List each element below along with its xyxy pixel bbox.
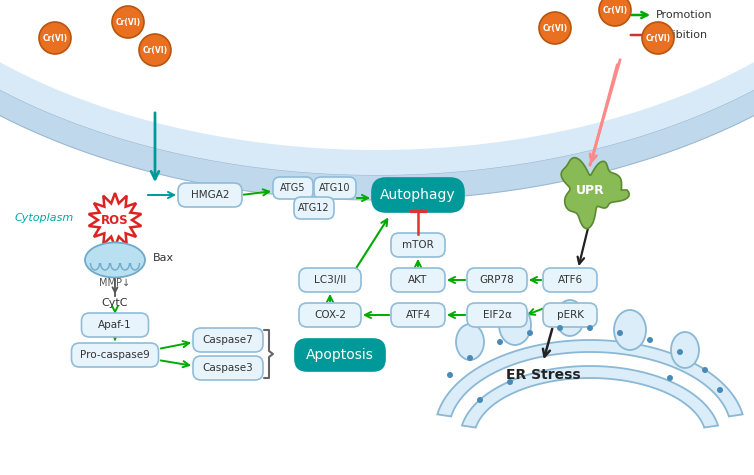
- FancyBboxPatch shape: [178, 183, 242, 207]
- Circle shape: [527, 330, 533, 336]
- Text: COX-2: COX-2: [314, 310, 346, 320]
- Ellipse shape: [671, 332, 699, 368]
- Text: Cr(VI): Cr(VI): [602, 6, 627, 15]
- Circle shape: [539, 12, 571, 44]
- Text: ROS: ROS: [101, 213, 129, 227]
- Circle shape: [497, 339, 503, 345]
- FancyBboxPatch shape: [543, 303, 597, 327]
- Ellipse shape: [556, 300, 584, 336]
- Text: MMP↓: MMP↓: [100, 278, 130, 288]
- Circle shape: [507, 379, 513, 385]
- Circle shape: [447, 372, 453, 378]
- FancyBboxPatch shape: [299, 268, 361, 292]
- FancyBboxPatch shape: [193, 356, 263, 380]
- Text: EIF2α: EIF2α: [483, 310, 511, 320]
- Text: Autophagy: Autophagy: [380, 188, 456, 202]
- Text: GRP78: GRP78: [480, 275, 514, 285]
- Ellipse shape: [614, 310, 646, 350]
- Text: Caspase3: Caspase3: [203, 363, 253, 373]
- FancyBboxPatch shape: [299, 303, 361, 327]
- Circle shape: [677, 349, 683, 355]
- Text: UPR: UPR: [575, 183, 605, 197]
- Text: ATG5: ATG5: [280, 183, 306, 193]
- FancyBboxPatch shape: [294, 197, 334, 219]
- Text: CytC: CytC: [102, 298, 128, 308]
- Text: LC3I/II: LC3I/II: [314, 275, 346, 285]
- Text: pERK: pERK: [556, 310, 584, 320]
- Polygon shape: [437, 340, 743, 417]
- FancyBboxPatch shape: [467, 268, 527, 292]
- Polygon shape: [0, 48, 754, 200]
- Circle shape: [702, 367, 708, 373]
- Text: ATF6: ATF6: [557, 275, 583, 285]
- Polygon shape: [561, 158, 630, 228]
- FancyBboxPatch shape: [391, 303, 445, 327]
- FancyBboxPatch shape: [543, 268, 597, 292]
- Text: Inhibition: Inhibition: [656, 30, 708, 40]
- Ellipse shape: [85, 243, 145, 277]
- Text: ER Stress: ER Stress: [506, 368, 581, 382]
- FancyBboxPatch shape: [81, 313, 149, 337]
- Text: Cr(VI): Cr(VI): [542, 23, 568, 32]
- FancyBboxPatch shape: [295, 339, 385, 371]
- Circle shape: [112, 6, 144, 38]
- FancyBboxPatch shape: [193, 328, 263, 352]
- FancyBboxPatch shape: [467, 303, 527, 327]
- Text: Cr(VI): Cr(VI): [115, 18, 140, 27]
- Text: HMGA2: HMGA2: [191, 190, 229, 200]
- Circle shape: [599, 0, 631, 26]
- Text: Apoptosis: Apoptosis: [306, 348, 374, 362]
- Text: Cytoplasm: Cytoplasm: [15, 213, 74, 223]
- FancyBboxPatch shape: [72, 343, 158, 367]
- Text: Cr(VI): Cr(VI): [645, 34, 670, 42]
- Text: Cr(VI): Cr(VI): [143, 46, 167, 55]
- Text: ATG10: ATG10: [319, 183, 351, 193]
- FancyBboxPatch shape: [273, 177, 313, 199]
- FancyBboxPatch shape: [391, 268, 445, 292]
- Circle shape: [139, 34, 171, 66]
- Circle shape: [467, 355, 473, 361]
- Text: Promotion: Promotion: [656, 10, 713, 20]
- Text: ATG12: ATG12: [298, 203, 329, 213]
- Text: ATF4: ATF4: [406, 310, 431, 320]
- Text: Bax: Bax: [153, 253, 174, 263]
- Circle shape: [587, 325, 593, 331]
- Polygon shape: [89, 193, 141, 247]
- Polygon shape: [0, 32, 754, 175]
- Circle shape: [642, 22, 674, 54]
- Circle shape: [477, 397, 483, 403]
- Ellipse shape: [456, 324, 484, 360]
- Ellipse shape: [499, 305, 531, 345]
- Text: Caspase7: Caspase7: [203, 335, 253, 345]
- FancyBboxPatch shape: [391, 233, 445, 257]
- Polygon shape: [462, 366, 718, 428]
- Text: AKT: AKT: [409, 275, 428, 285]
- Text: Apaf-1: Apaf-1: [98, 320, 132, 330]
- FancyBboxPatch shape: [372, 178, 464, 212]
- Circle shape: [557, 325, 563, 331]
- Text: mTOR: mTOR: [402, 240, 434, 250]
- Circle shape: [647, 337, 653, 343]
- Circle shape: [717, 387, 723, 393]
- Circle shape: [667, 375, 673, 381]
- Circle shape: [617, 330, 623, 336]
- Text: Cr(VI): Cr(VI): [42, 34, 68, 42]
- Circle shape: [39, 22, 71, 54]
- FancyBboxPatch shape: [314, 177, 356, 199]
- Text: Pro-caspase9: Pro-caspase9: [80, 350, 150, 360]
